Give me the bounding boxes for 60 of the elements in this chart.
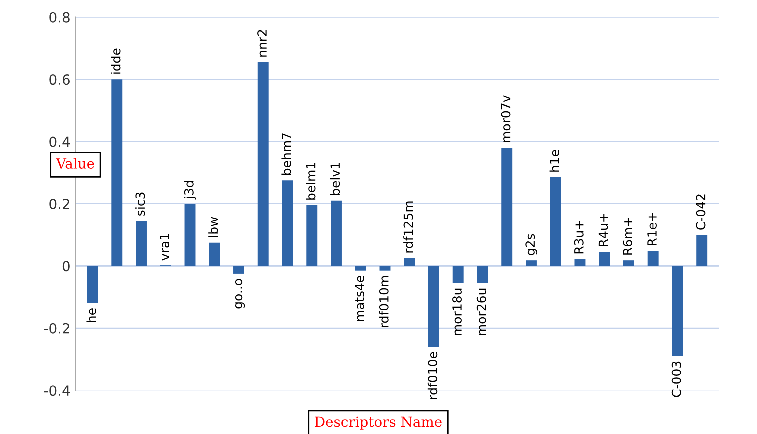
- x-tick-label: R3u+: [574, 221, 584, 254]
- bar: [306, 206, 318, 266]
- bar: [404, 258, 416, 266]
- bar: [282, 180, 294, 266]
- x-tick-label: C-042: [696, 194, 706, 230]
- x-tick-label: vra1: [160, 234, 170, 261]
- bar: [258, 62, 269, 266]
- x-tick-label: R6m+: [623, 218, 633, 255]
- x-tick-label: rdf125m: [404, 202, 414, 253]
- x-tick-label: C-003: [672, 362, 682, 398]
- bar: [428, 266, 440, 348]
- bar: [477, 266, 488, 284]
- x-tick-label: nnr2: [258, 30, 267, 57]
- x-tick-label: idde: [111, 48, 121, 74]
- x-tick-label: h1e: [550, 150, 560, 172]
- bar: [209, 242, 220, 266]
- x-tick-label: R1e+: [648, 213, 657, 246]
- x-tick-label: mor18u: [452, 288, 462, 336]
- bar: [452, 266, 464, 284]
- y-tick-label: -0.2: [44, 323, 70, 334]
- x-tick-label: belm1: [306, 162, 316, 200]
- x-tick-label: j3d: [184, 181, 196, 200]
- y-tick-label: 0.6: [50, 74, 70, 86]
- bar: [355, 266, 366, 271]
- bar: [696, 235, 708, 266]
- x-tick-label: go..o: [235, 279, 246, 309]
- x-tick-label: rdf010m: [379, 276, 389, 328]
- y-tick-label: 0.2: [50, 198, 70, 210]
- bar: [331, 200, 342, 266]
- x-tick-label: he: [86, 308, 96, 322]
- bar: [550, 178, 562, 266]
- x-tick-label: mats4e: [355, 276, 364, 322]
- bar: [136, 221, 147, 266]
- bar: [672, 266, 684, 356]
- bar: [87, 266, 98, 304]
- x-tick-label: mor07v: [501, 96, 511, 142]
- y-tick-label: 0.4: [50, 136, 70, 148]
- y-tick-label: 0.8: [50, 12, 70, 23]
- x-tick-label: belv1: [330, 163, 340, 196]
- bar: [526, 260, 537, 266]
- bar: [112, 80, 123, 266]
- x-tick-label: R4u+: [598, 214, 608, 246]
- y-tick-label: -0.4: [44, 386, 70, 396]
- x-tick-label: behm7: [282, 134, 292, 176]
- y-axis-title: Value: [56, 158, 94, 169]
- x-tick-label: sic3: [135, 192, 146, 216]
- y-tick-label: 0: [62, 261, 70, 272]
- bar: [623, 260, 634, 266]
- bar: [184, 204, 196, 266]
- x-tick-label: mor26u: [476, 288, 486, 336]
- x-tick-label: g2s: [526, 234, 538, 256]
- bar: [648, 251, 659, 266]
- bar: [234, 266, 244, 274]
- x-axis-title: Descriptors Name: [315, 416, 442, 430]
- bar: [599, 252, 610, 266]
- bar: [502, 148, 513, 266]
- bar: [574, 259, 586, 266]
- x-tick-label: lbw: [208, 217, 218, 238]
- x-tick-label: rdf010e: [428, 352, 438, 400]
- bar: [380, 266, 391, 271]
